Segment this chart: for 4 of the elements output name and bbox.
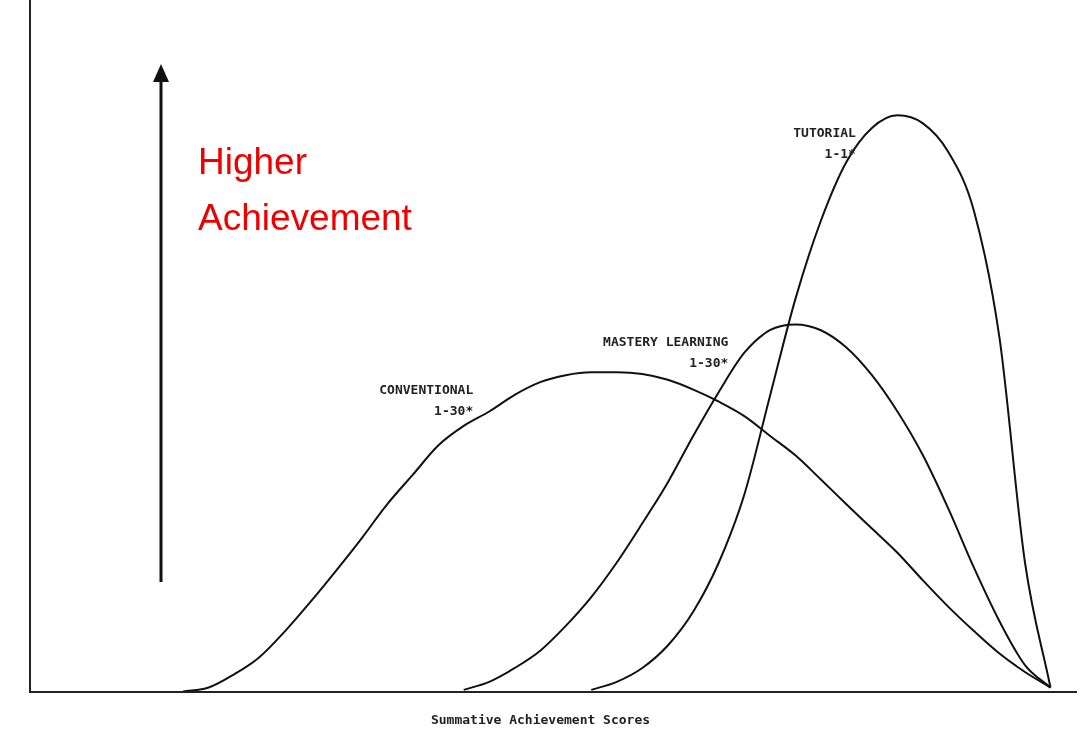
series-label: CONVENTIONAL 1-30* — [379, 381, 474, 418]
annotation: Higher Achievement — [198, 140, 413, 240]
x-axis-title: Summative Achievement Scores — [429, 712, 652, 727]
series-label: MASTERY LEARNING 1-30* — [603, 333, 729, 370]
